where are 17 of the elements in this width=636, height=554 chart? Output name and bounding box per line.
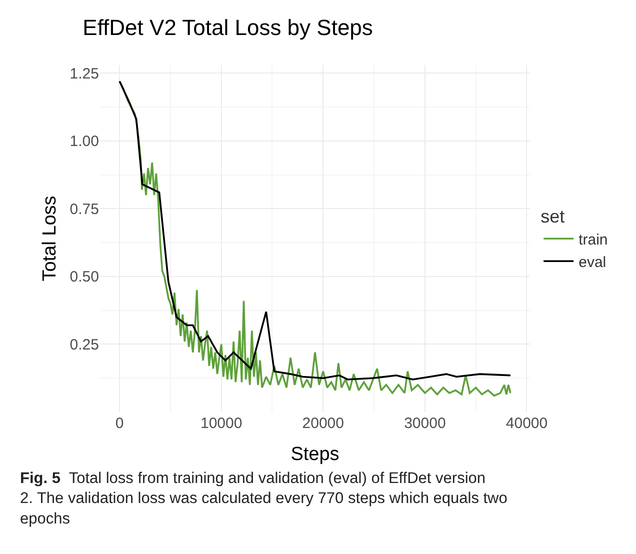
x-axis-title: Steps <box>290 444 340 465</box>
y-tick-label: 0.25 <box>70 336 99 354</box>
x-tick-label: 10000 <box>200 415 242 432</box>
y-axis-title: Total Loss <box>40 196 61 282</box>
chart-title: EffDet V2 Total Loss by Steps <box>82 14 373 40</box>
x-tick-label: 40000 <box>506 415 548 432</box>
x-tick-label: 30000 <box>404 415 446 432</box>
y-tick-label: 0.50 <box>70 268 99 286</box>
legend-title: set <box>540 206 565 226</box>
x-tick-label: 20000 <box>302 415 344 432</box>
legend-label: train <box>578 232 608 248</box>
y-tick-label: 1.00 <box>70 133 99 150</box>
y-tick-label: 1.25 <box>70 65 99 82</box>
y-tick-label: 0.75 <box>70 200 99 218</box>
legend-label: eval <box>578 254 606 271</box>
x-tick-label: 0 <box>115 415 124 432</box>
caption: Fig. 5 <box>20 470 61 487</box>
